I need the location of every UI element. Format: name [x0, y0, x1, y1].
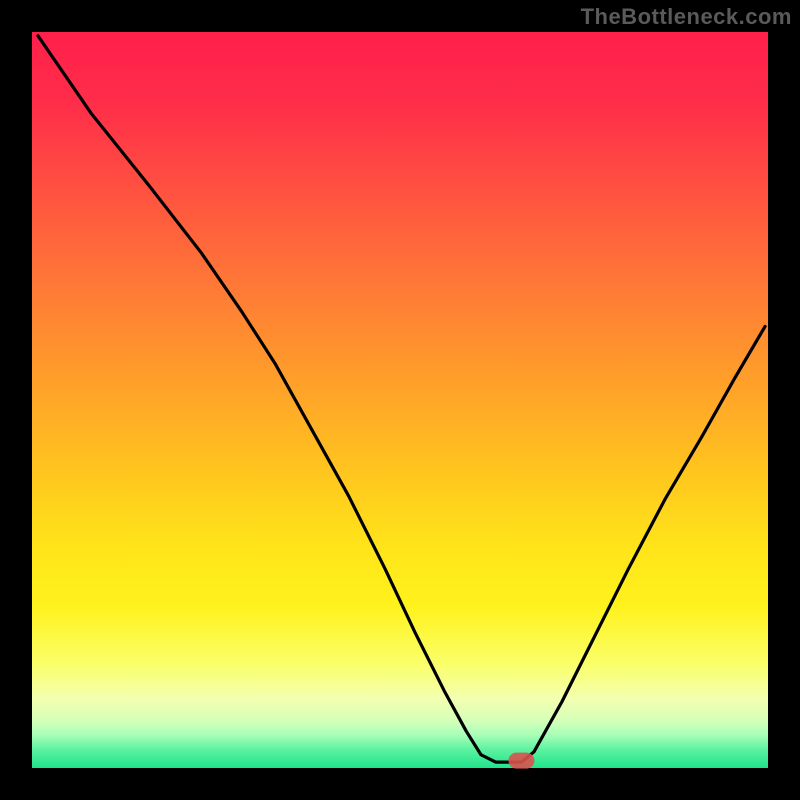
chart-background-gradient [32, 32, 768, 768]
watermark-text: TheBottleneck.com [581, 4, 792, 30]
bottleneck-chart [0, 0, 800, 800]
chart-stage: TheBottleneck.com [0, 0, 800, 800]
optimal-point-marker [508, 753, 534, 769]
